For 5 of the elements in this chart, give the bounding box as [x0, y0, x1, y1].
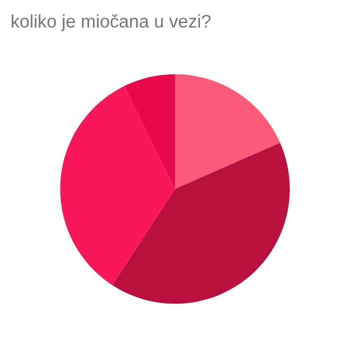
pie-slice: [60, 86, 175, 286]
pie-slice: [175, 74, 280, 189]
pie-slice: [124, 74, 175, 189]
pie-slice: [112, 142, 290, 304]
chart-title: koliko je miočana u vezi?: [12, 14, 211, 32]
